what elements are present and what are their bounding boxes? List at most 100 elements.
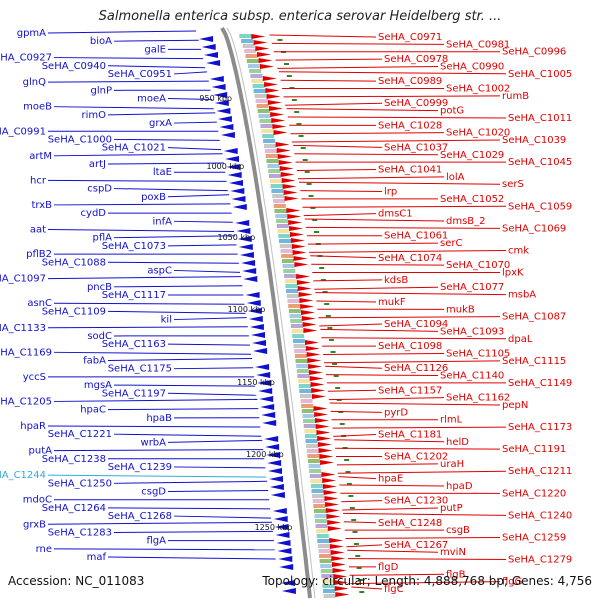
gene-label-left[interactable]: hcr bbox=[30, 175, 47, 186]
gene-label-left[interactable]: SeHA_C1244 bbox=[0, 470, 46, 481]
gene-label-left[interactable]: glnP bbox=[91, 85, 113, 96]
gene-label-left[interactable]: SeHA_C0927 bbox=[0, 53, 52, 64]
gene-label-left[interactable]: poxB bbox=[141, 192, 166, 203]
gene-label-left[interactable]: SeHA_C1109 bbox=[42, 306, 106, 317]
gene-label-left[interactable]: cspD bbox=[87, 184, 112, 195]
gene-label-right[interactable]: dpaL bbox=[508, 334, 533, 345]
gene-label-right[interactable]: SeHA_C1094 bbox=[384, 319, 448, 330]
gene-label-left[interactable]: SeHA_C1250 bbox=[48, 478, 112, 489]
gene-label-right[interactable]: csgB bbox=[446, 525, 470, 536]
gene-label-left[interactable]: pflB2 bbox=[26, 249, 52, 260]
gene-label-left[interactable]: sodC bbox=[87, 331, 112, 342]
gene-label-left[interactable]: cydD bbox=[81, 208, 107, 219]
gene-label-left[interactable]: grxB bbox=[23, 519, 46, 530]
gene-label-right[interactable]: mukF bbox=[378, 297, 406, 308]
gene-label-right[interactable]: flgG bbox=[502, 577, 522, 588]
gene-label-right[interactable]: SeHA_C1157 bbox=[378, 385, 442, 396]
gene-label-left[interactable]: SeHA_C1133 bbox=[0, 323, 46, 334]
gene-label-right[interactable]: dmsB_2 bbox=[446, 216, 486, 227]
gene-label-right[interactable]: SeHA_C1279 bbox=[508, 555, 572, 566]
gene-label-right[interactable]: SeHA_C1105 bbox=[446, 348, 510, 359]
gene-label-right[interactable]: SeHA_C1267 bbox=[384, 540, 448, 551]
gene-label-right[interactable]: SeHA_C1191 bbox=[502, 444, 566, 455]
gene-label-right[interactable]: SeHA_C1077 bbox=[440, 282, 504, 293]
gene-label-left[interactable]: glnQ bbox=[23, 77, 46, 88]
gene-label-right[interactable]: SeHA_C0989 bbox=[378, 76, 442, 87]
gene-label-right[interactable]: pyrD bbox=[384, 407, 408, 418]
gene-label-left[interactable]: moeB bbox=[23, 102, 52, 113]
gene-label-left[interactable]: artM bbox=[29, 151, 52, 162]
gene-label-right[interactable]: potG bbox=[440, 106, 464, 117]
gene-label-right[interactable]: SeHA_C1181 bbox=[378, 429, 442, 440]
gene-label-right[interactable]: mviN bbox=[440, 547, 466, 558]
gene-label-right[interactable]: SeHA_C1220 bbox=[502, 488, 566, 499]
gene-label-right[interactable]: SeHA_C1087 bbox=[502, 312, 566, 323]
gene-label-right[interactable]: SeHA_C1259 bbox=[502, 532, 566, 543]
gene-label-left[interactable]: aat bbox=[30, 225, 46, 236]
gene-label-right[interactable]: hpaD bbox=[446, 481, 473, 492]
gene-label-left[interactable]: pflA bbox=[93, 233, 113, 244]
gene-label-left[interactable]: csgD bbox=[141, 487, 166, 498]
gene-label-right[interactable]: lolA bbox=[446, 172, 465, 183]
gene-label-left[interactable]: SeHA_C1239 bbox=[108, 462, 172, 473]
gene-label-left[interactable]: grxA bbox=[149, 118, 172, 129]
gene-label-right[interactable]: SeHA_C1059 bbox=[508, 201, 572, 212]
gene-label-left[interactable]: trxB bbox=[31, 200, 52, 211]
gene-label-right[interactable]: SeHA_C1093 bbox=[440, 326, 504, 337]
gene-label-left[interactable]: hpaR bbox=[20, 421, 46, 432]
gene-label-right[interactable]: flgB bbox=[446, 569, 466, 580]
gene-label-right[interactable]: SeHA_C1230 bbox=[384, 496, 448, 507]
gene-label-right[interactable]: SeHA_C1069 bbox=[502, 223, 566, 234]
gene-label-right[interactable]: SeHA_C1052 bbox=[440, 194, 504, 205]
gene-label-left[interactable]: SeHA_C0951 bbox=[108, 69, 172, 80]
gene-label-right[interactable]: SeHA_C1115 bbox=[502, 356, 566, 367]
gene-label-right[interactable]: SeHA_C1173 bbox=[508, 422, 572, 433]
gene-label-left[interactable]: SeHA_C1175 bbox=[108, 364, 172, 375]
gene-label-right[interactable]: dmsC1 bbox=[378, 209, 413, 220]
gene-label-right[interactable]: msbA bbox=[508, 290, 536, 301]
gene-label-left[interactable]: SeHA_C1264 bbox=[42, 503, 106, 514]
gene-label-right[interactable]: SeHA_C0978 bbox=[384, 54, 448, 65]
gene-label-right[interactable]: SeHA_C1045 bbox=[508, 157, 572, 168]
gene-label-left[interactable]: bioA bbox=[90, 36, 112, 47]
gene-label-left[interactable]: galE bbox=[144, 44, 166, 55]
gene-label-right[interactable]: SeHA_C1061 bbox=[384, 231, 448, 242]
gene-label-right[interactable]: SeHA_C1126 bbox=[384, 363, 448, 374]
gene-label-right[interactable]: SeHA_C1002 bbox=[446, 84, 510, 95]
gene-label-right[interactable]: SeHA_C1011 bbox=[508, 113, 572, 124]
gene-label-right[interactable]: SeHA_C0999 bbox=[384, 98, 448, 109]
gene-label-left[interactable]: putA bbox=[29, 446, 53, 457]
gene-label-right[interactable]: SeHA_C1162 bbox=[446, 393, 510, 404]
gene-label-right[interactable]: SeHA_C1149 bbox=[508, 378, 572, 389]
gene-label-right[interactable]: hpaE bbox=[378, 474, 403, 485]
gene-label-right[interactable]: SeHA_C1248 bbox=[378, 518, 442, 529]
gene-label-left[interactable]: wrbA bbox=[141, 437, 167, 448]
gene-label-left[interactable]: pncB bbox=[87, 282, 112, 293]
gene-label-left[interactable]: SeHA_C1197 bbox=[102, 388, 166, 399]
gene-label-right[interactable]: serC bbox=[440, 238, 462, 249]
gene-label-right[interactable]: SeHA_C1211 bbox=[508, 466, 572, 477]
gene-label-left[interactable]: SeHA_C1073 bbox=[102, 241, 166, 252]
gene-label-right[interactable]: SeHA_C1037 bbox=[384, 142, 448, 153]
gene-label-left[interactable]: moeA bbox=[137, 94, 166, 105]
gene-label-left[interactable]: ltaE bbox=[153, 167, 172, 178]
gene-label-left[interactable]: fabA bbox=[83, 356, 106, 367]
gene-label-right[interactable]: SeHA_C1074 bbox=[378, 253, 442, 264]
gene-label-right[interactable]: lrp bbox=[384, 187, 397, 198]
gene-label-left[interactable]: artJ bbox=[89, 159, 106, 170]
gene-label-left[interactable]: SeHA_C1283 bbox=[48, 527, 112, 538]
gene-label-left[interactable]: hpaC bbox=[80, 405, 106, 416]
gene-label-right[interactable]: SeHA_C1029 bbox=[440, 150, 504, 161]
gene-label-right[interactable]: flgC bbox=[384, 584, 404, 595]
gene-label-right[interactable]: lpxK bbox=[502, 268, 524, 279]
gene-label-left[interactable]: kil bbox=[161, 315, 172, 326]
gene-label-right[interactable]: pepN bbox=[502, 400, 528, 411]
gene-label-right[interactable]: rumB bbox=[502, 91, 529, 102]
gene-label-left[interactable]: infA bbox=[153, 216, 173, 227]
gene-label-left[interactable]: SeHA_C1163 bbox=[102, 339, 166, 350]
gene-label-left[interactable]: SeHA_C1097 bbox=[0, 274, 46, 285]
gene-label-right[interactable]: SeHA_C1098 bbox=[378, 341, 442, 352]
gene-label-left[interactable]: mdoC bbox=[23, 495, 52, 506]
gene-label-right[interactable]: SeHA_C1070 bbox=[446, 260, 510, 271]
gene-label-left[interactable]: asnC bbox=[27, 298, 52, 309]
